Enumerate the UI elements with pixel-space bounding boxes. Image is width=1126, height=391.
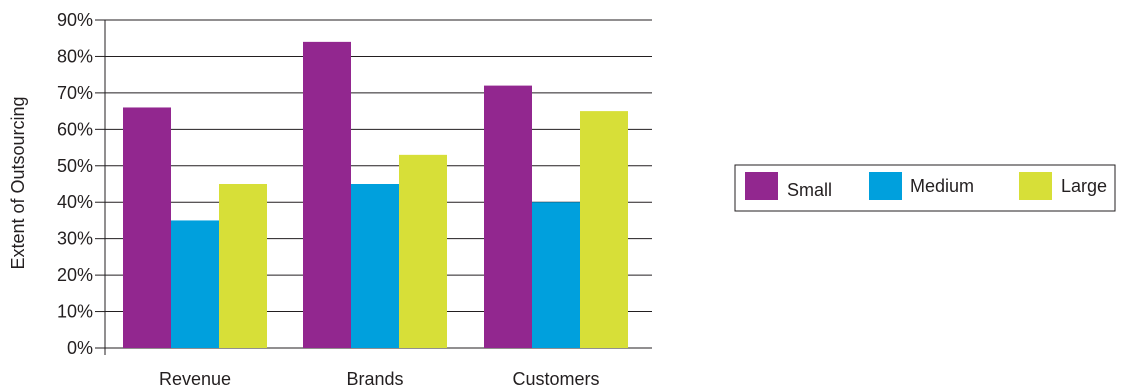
- bar-medium-customers: [532, 202, 580, 348]
- y-tick-label: 60%: [57, 119, 93, 139]
- y-tick-label: 20%: [57, 265, 93, 285]
- y-tick-label: 0%: [67, 338, 93, 358]
- x-axis-labels: Revenue Brands Customers: [159, 369, 600, 389]
- legend-swatch-medium: [869, 172, 902, 200]
- legend-swatch-small: [745, 172, 778, 200]
- y-axis-title: Extent of Outsourcing: [8, 96, 28, 269]
- y-tick-label: 10%: [57, 302, 93, 322]
- legend-label-small: Small: [787, 180, 832, 200]
- bar-medium-brands: [351, 184, 399, 348]
- x-category-label: Customers: [512, 369, 599, 389]
- y-tick-label: 90%: [57, 10, 93, 30]
- bars: [123, 41, 628, 348]
- y-tick-label: 70%: [57, 83, 93, 103]
- bar-large-brands: [399, 154, 447, 348]
- legend-frame: [734, 164, 1116, 212]
- x-category-label: Revenue: [159, 369, 231, 389]
- bar-large-customers: [580, 111, 628, 348]
- bar-small-customers: [484, 85, 532, 348]
- y-tick-label: 40%: [57, 192, 93, 212]
- y-tick-label: 30%: [57, 229, 93, 249]
- bar-medium-revenue: [171, 220, 219, 348]
- legend-swatch-large: [1019, 172, 1052, 200]
- y-tick-label: 50%: [57, 156, 93, 176]
- bar-small-revenue: [123, 107, 171, 348]
- y-tick-label: 80%: [57, 46, 93, 66]
- legend-label-large: Large: [1061, 176, 1107, 196]
- y-axis-ticks: 0% 10% 20% 30% 40% 50% 60% 70% 80% 90%: [57, 10, 105, 358]
- x-category-label: Brands: [346, 369, 403, 389]
- legend: Small Medium Large: [734, 164, 1116, 212]
- bar-small-brands: [303, 41, 351, 348]
- bar-large-revenue: [219, 184, 267, 348]
- legend-label-medium: Medium: [910, 176, 974, 196]
